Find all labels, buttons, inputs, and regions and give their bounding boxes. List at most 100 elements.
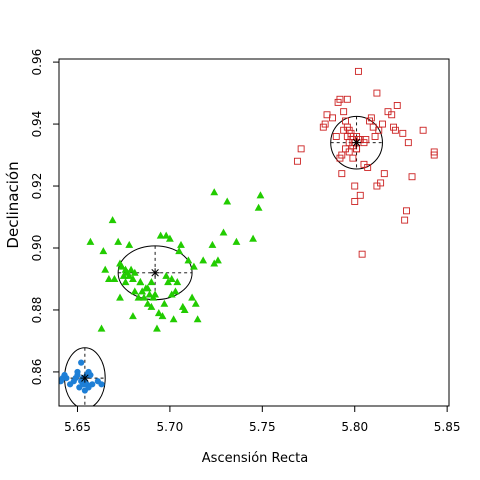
data-point: [61, 371, 68, 379]
data-point: [354, 67, 362, 75]
data-point: [349, 154, 357, 162]
data-point: [404, 139, 412, 147]
data-point: [256, 191, 265, 199]
data-point: [85, 368, 92, 376]
data-point: [362, 136, 370, 144]
y-axis-title: Declinación: [4, 161, 22, 248]
data-point: [162, 231, 171, 239]
data-point: [377, 179, 385, 187]
data-point: [110, 274, 119, 282]
data-point: [130, 268, 139, 276]
data-point: [125, 240, 134, 248]
data-point: [338, 170, 346, 178]
y-tick-label: 0.90: [30, 235, 44, 262]
data-point: [129, 274, 137, 282]
data-point: [430, 151, 438, 159]
data-point: [143, 299, 152, 307]
data-point: [343, 95, 351, 103]
data-point: [167, 290, 176, 298]
data-point: [125, 271, 134, 279]
data-point: [117, 262, 126, 270]
data-point: [188, 293, 196, 301]
data-point: [169, 315, 178, 323]
x-tick-label: 5.85: [434, 420, 461, 434]
data-point: [297, 145, 305, 153]
data-point: [223, 197, 232, 205]
data-point: [367, 114, 375, 122]
data-point: [162, 271, 171, 279]
x-tick-label: 5.80: [341, 420, 368, 434]
data-point: [180, 305, 189, 313]
plot-markers: [59, 67, 438, 394]
x-tick-label: 5.65: [64, 420, 91, 434]
data-point: [140, 293, 148, 301]
data-point: [158, 312, 167, 320]
data-point: [177, 240, 185, 248]
cluster-centroid-marker: [352, 138, 362, 148]
data-point: [338, 151, 346, 159]
data-point: [356, 191, 364, 199]
data-point: [173, 278, 182, 286]
y-tick-label: 0.92: [30, 173, 44, 200]
plot-clusters: [64, 115, 383, 406]
data-point: [214, 256, 222, 264]
data-point: [332, 133, 340, 140]
data-point: [336, 95, 344, 103]
data-point: [345, 126, 353, 134]
cluster-centroid-marker: [150, 268, 160, 278]
data-point: [208, 240, 217, 248]
data-point: [408, 173, 416, 181]
data-point: [147, 302, 156, 310]
data-point: [351, 182, 359, 190]
data-point: [373, 89, 381, 97]
data-point: [98, 381, 105, 388]
data-point: [293, 157, 301, 165]
data-point: [191, 299, 200, 307]
y-tick-label: 0.94: [30, 111, 44, 138]
data-point: [345, 148, 353, 156]
y-tick-label: 0.88: [30, 297, 44, 324]
data-point: [232, 237, 241, 245]
data-point: [358, 250, 366, 258]
data-point: [153, 324, 161, 332]
x-tick-label: 5.70: [157, 420, 184, 434]
data-point: [143, 284, 152, 292]
data-point: [175, 247, 184, 255]
data-point: [99, 247, 108, 255]
y-axis: 0.86 0.88 0.90 0.92 0.94 0.96: [30, 49, 60, 385]
data-point: [89, 381, 96, 388]
data-point: [134, 293, 143, 301]
data-point: [219, 228, 228, 236]
data-point: [375, 126, 383, 134]
data-point: [388, 111, 396, 119]
data-point: [156, 231, 165, 239]
data-point: [130, 287, 139, 295]
data-point: [101, 265, 110, 273]
data-point: [199, 256, 208, 264]
centroid-stroke: [81, 374, 89, 382]
data-point: [78, 359, 85, 366]
data-point: [391, 126, 399, 134]
data-point: [116, 293, 124, 301]
data-point: [403, 207, 410, 215]
data-point: [364, 163, 372, 171]
data-point: [380, 170, 388, 178]
data-point: [184, 256, 193, 264]
data-point: [136, 278, 145, 286]
cluster-centroid-marker: [80, 373, 90, 383]
data-point: [210, 188, 219, 196]
centroid-stroke: [352, 138, 361, 147]
data-point: [145, 290, 154, 298]
data-point: [154, 309, 163, 317]
data-point: [399, 129, 407, 137]
data-point: [171, 287, 180, 295]
plot-frame: [58, 58, 450, 407]
data-point: [151, 290, 160, 298]
data-point: [104, 274, 113, 282]
x-axis-title: Ascensión Recta: [202, 451, 308, 466]
data-point: [108, 216, 117, 224]
data-point: [190, 262, 198, 270]
data-point: [401, 216, 409, 224]
x-tick-label: 5.75: [249, 420, 276, 434]
